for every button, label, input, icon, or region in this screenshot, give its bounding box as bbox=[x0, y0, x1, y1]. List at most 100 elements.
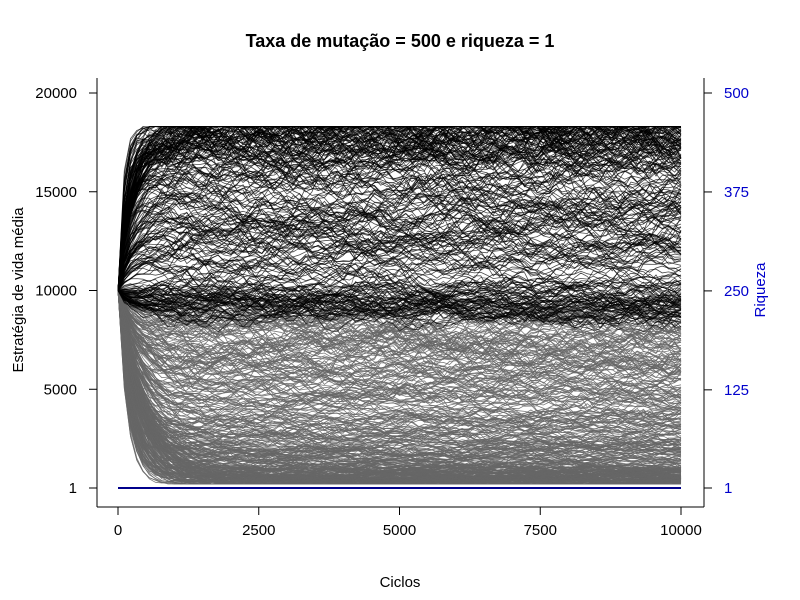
series-line-high bbox=[117, 241, 682, 291]
series-line-high bbox=[117, 290, 682, 328]
series-line-low bbox=[117, 290, 682, 462]
y-tick-label: 10000 bbox=[35, 283, 77, 300]
series-line-high bbox=[117, 220, 682, 291]
chart-title: Taxa de mutação = 500 e riqueza = 1 bbox=[246, 31, 555, 51]
series-line-high bbox=[117, 232, 682, 291]
series-line-high bbox=[117, 290, 682, 330]
series-line-low bbox=[117, 290, 682, 377]
series-line-low bbox=[117, 290, 682, 446]
series-line-high bbox=[117, 205, 682, 291]
series-line-high bbox=[117, 290, 682, 333]
series-line-high bbox=[117, 192, 682, 291]
series-line-high bbox=[117, 193, 682, 291]
x-tick-label: 10000 bbox=[660, 522, 702, 539]
y-tick-label: 15000 bbox=[35, 184, 77, 201]
series-line-low bbox=[117, 290, 681, 485]
series-line-low bbox=[117, 290, 682, 484]
series-line-low bbox=[117, 290, 682, 398]
series-line-high bbox=[117, 126, 682, 291]
series-line-high bbox=[117, 249, 682, 291]
series-line-low bbox=[117, 290, 682, 423]
series-line-low bbox=[117, 290, 682, 461]
series-line-low bbox=[117, 290, 682, 436]
series-line-high bbox=[117, 287, 682, 321]
axes: 0 2500 5000 7500 100001500010000150002000011… bbox=[35, 78, 749, 539]
y2-tick-label: 125 bbox=[724, 382, 749, 399]
series-line-high bbox=[117, 189, 682, 291]
series-line-low bbox=[117, 290, 682, 463]
series-line-high bbox=[117, 129, 682, 291]
series-line-low bbox=[117, 290, 682, 428]
series-line-high bbox=[117, 262, 682, 297]
series-line-high bbox=[117, 126, 682, 291]
series-line-high bbox=[117, 216, 682, 291]
series-line-low bbox=[117, 290, 682, 461]
y2-tick-label: 250 bbox=[724, 283, 749, 300]
series-line-high bbox=[117, 143, 682, 291]
series-line-low bbox=[117, 290, 682, 423]
y2-tick-label: 500 bbox=[724, 85, 749, 102]
series-line-high bbox=[117, 240, 682, 291]
series-line-low bbox=[117, 290, 682, 378]
series-line-high bbox=[117, 125, 681, 291]
series-line-low bbox=[117, 290, 682, 445]
series-line-low bbox=[117, 290, 682, 451]
series-line-high bbox=[117, 209, 682, 291]
series-line-low bbox=[117, 290, 682, 354]
y2-tick-label: 1 bbox=[724, 480, 732, 497]
series-line-high bbox=[117, 219, 682, 291]
series-line-low bbox=[117, 290, 682, 417]
series-line-low bbox=[117, 290, 682, 459]
series-line-low bbox=[117, 290, 682, 355]
series-line-low bbox=[117, 290, 682, 385]
series-line-high bbox=[117, 279, 682, 330]
series-line-low bbox=[117, 290, 681, 467]
series-line-high bbox=[117, 129, 682, 291]
series-line-low bbox=[117, 290, 682, 476]
series-line-low bbox=[117, 290, 682, 481]
series-line-high bbox=[117, 126, 682, 291]
series-line-high bbox=[117, 157, 682, 291]
series-line-high bbox=[117, 268, 682, 313]
series-line-high bbox=[117, 220, 682, 291]
series-line-low bbox=[117, 290, 682, 345]
y-axis-label: Estratégia de vida média bbox=[10, 207, 27, 373]
y2-tick-label: 375 bbox=[724, 184, 749, 201]
series-line-low bbox=[117, 290, 682, 471]
series-line-high bbox=[117, 220, 682, 291]
series-line-high bbox=[117, 283, 682, 326]
series-line-high bbox=[117, 278, 682, 320]
series-line-high bbox=[117, 126, 682, 291]
series-line-low bbox=[117, 290, 682, 359]
series-line-low bbox=[117, 290, 682, 398]
series-line-high bbox=[117, 253, 682, 291]
y-tick-label: 20000 bbox=[35, 85, 77, 102]
series-line-high bbox=[117, 178, 682, 291]
series-line-low bbox=[117, 290, 682, 479]
series-line-low bbox=[117, 290, 682, 391]
series-line-high bbox=[117, 282, 682, 328]
series-line-low bbox=[117, 290, 682, 429]
x-axis-label: Ciclos bbox=[380, 574, 421, 591]
series-line-low bbox=[117, 290, 682, 411]
series-line-high bbox=[117, 289, 682, 327]
series-line-high bbox=[117, 281, 682, 326]
series-line-low bbox=[117, 290, 682, 446]
series-line-low bbox=[117, 290, 682, 405]
series-line-high bbox=[117, 281, 682, 307]
y2-axis-label: Riqueza bbox=[752, 262, 769, 318]
series-line-high bbox=[117, 195, 682, 291]
series-line-high bbox=[117, 285, 682, 309]
series-line-low bbox=[117, 290, 682, 376]
series-line-low bbox=[117, 290, 682, 392]
series-line-high bbox=[117, 262, 682, 295]
series-line-high bbox=[117, 287, 682, 324]
series-line-high bbox=[117, 206, 682, 291]
y-tick-label: 5000 bbox=[44, 381, 77, 398]
series-line-high bbox=[117, 126, 682, 291]
series-line-high bbox=[117, 126, 682, 291]
series-line-high bbox=[117, 154, 682, 291]
series-line-low bbox=[117, 290, 682, 448]
series-line-high bbox=[117, 247, 682, 291]
